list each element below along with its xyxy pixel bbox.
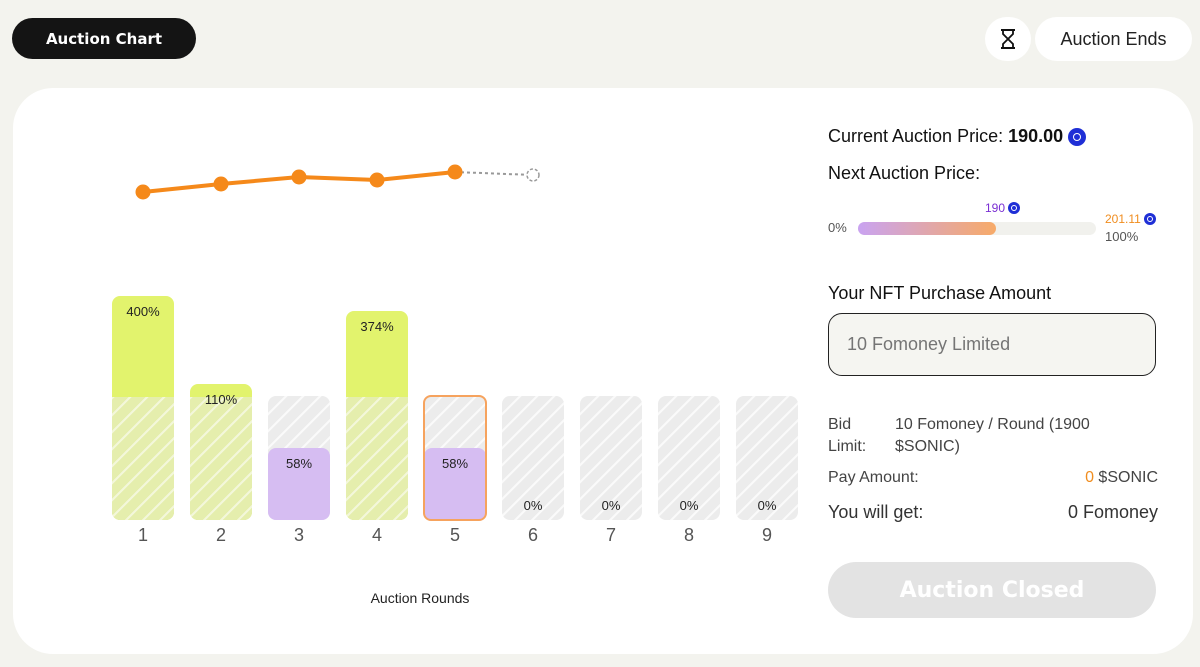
pay-amount-value: 0 $SONIC: [1085, 469, 1158, 487]
pay-amount-label: Pay Amount:: [828, 469, 919, 486]
bid-limit-value: 10 Fomoney / Round (1900 $SONIC): [895, 416, 1090, 455]
bar-round-7: 0% 7: [580, 88, 642, 654]
bar-value-label: 0%: [601, 498, 621, 513]
progress-current-value: 190: [985, 201, 1006, 215]
bar-fill-lower: [190, 397, 252, 520]
price-point-next: [526, 168, 540, 182]
progress-max-value: 201.11: [1105, 212, 1141, 226]
bar-background: [580, 396, 642, 520]
bar-round-9: 0% 9: [736, 88, 798, 654]
round-number-label: 4: [371, 525, 382, 545]
bar-background: [736, 396, 798, 520]
purchase-amount-input[interactable]: [828, 313, 1156, 376]
bar-fill-purple: [424, 448, 486, 520]
bar-round-2: 110% 2: [190, 88, 252, 654]
bar-background: [658, 396, 720, 520]
auction-chart: 400% 1 110% 2 58% 3 374% 4 58% 5 0% 6 0% 7 0% 8 0% 9 Auct…: [13, 88, 813, 654]
bar-fill-lower: [346, 396, 408, 520]
bar-fill-green: [190, 384, 252, 520]
current-price-value: 190.00: [1008, 126, 1064, 146]
you-get-label: You will get:: [828, 502, 924, 522]
auction-chart-title: Auction Chart: [12, 18, 196, 59]
price-point: [135, 184, 151, 200]
next-price-label: Next Auction Price:: [828, 163, 981, 183]
bar-fill-lower: [112, 397, 174, 520]
sonic-coin-icon: [1008, 202, 1021, 214]
bar-value-label: 58%: [441, 456, 469, 471]
round-number-label: 8: [683, 525, 694, 545]
price-point: [447, 164, 463, 180]
bar-round-6: 0% 6: [502, 88, 564, 654]
progress-max: 201.11: [1105, 212, 1156, 226]
x-axis-label: Auction Rounds: [370, 590, 470, 606]
bar-value-label: 374%: [360, 318, 394, 334]
bid-limit-label: Bid Limit:: [828, 416, 867, 455]
bar-value-label: 0%: [523, 498, 543, 513]
progress-end-label: 100%: [1105, 229, 1139, 244]
round-number-label: 5: [449, 525, 460, 545]
round-number-label: 1: [137, 525, 148, 545]
progress-current: 190: [985, 201, 1021, 215]
bar-round-5: 58% 5: [423, 88, 487, 654]
progress-fill: [858, 222, 997, 235]
round-number-label: 9: [761, 525, 772, 545]
price-point: [213, 176, 229, 192]
hourglass-icon: [1001, 29, 1015, 49]
pay-amount-unit: $SONIC: [1093, 469, 1158, 486]
price-point: [369, 172, 385, 188]
hourglass-button[interactable]: [985, 17, 1031, 61]
round-number-label: 6: [527, 525, 538, 545]
bar-round-1: 400% 1: [112, 88, 174, 654]
price-line-projection: [454, 171, 534, 176]
current-price: Current Auction Price: 190.00: [828, 126, 1087, 147]
sonic-coin-icon: [1143, 213, 1156, 225]
auction-panel: Current Auction Price: 190.00 Next Aucti…: [828, 88, 1158, 654]
bar-value-label: 110%: [204, 392, 238, 407]
progress-start-label: 0%: [828, 220, 847, 235]
bar-fill-green: [112, 296, 174, 520]
bar-round-8: 0% 8: [658, 88, 720, 654]
auction-card: 400% 1 110% 2 58% 3 374% 4 58% 5 0% 6 0% 7 0% 8 0% 9 Auct…: [13, 88, 1193, 654]
sonic-coin-icon: [1068, 127, 1087, 146]
bar-value-label: 400%: [126, 304, 160, 319]
auction-ends-button[interactable]: Auction Ends: [1035, 17, 1192, 61]
round-number-label: 3: [293, 525, 304, 545]
bar-value-label: 0%: [679, 498, 699, 513]
auction-closed-button[interactable]: Auction Closed: [828, 562, 1156, 618]
bar-value-label: 0%: [757, 498, 777, 513]
purchase-amount-label: Your NFT Purchase Amount: [828, 283, 1052, 303]
current-price-label: Current Auction Price:: [828, 126, 1004, 146]
bar-highlight-outline: [423, 395, 487, 521]
bar-fill-purple: [268, 448, 330, 520]
bar-round-3: 58% 3: [268, 88, 330, 654]
you-get-value: 0 Fomoney: [1067, 502, 1158, 522]
bar-value-label: 58%: [285, 456, 313, 471]
bar-fill-green: [346, 310, 408, 520]
pay-amount-number: 0: [1085, 469, 1094, 486]
bar-round-4: 374% 4: [346, 88, 408, 654]
price-line-chart: [135, 164, 540, 200]
next-price-progress: 0% 190 201.11 100%: [828, 196, 1158, 246]
progress-track: [858, 222, 1096, 235]
bar-background: [502, 396, 564, 520]
round-number-label: 7: [605, 525, 616, 545]
price-point: [291, 169, 307, 185]
round-number-label: 2: [215, 525, 226, 545]
